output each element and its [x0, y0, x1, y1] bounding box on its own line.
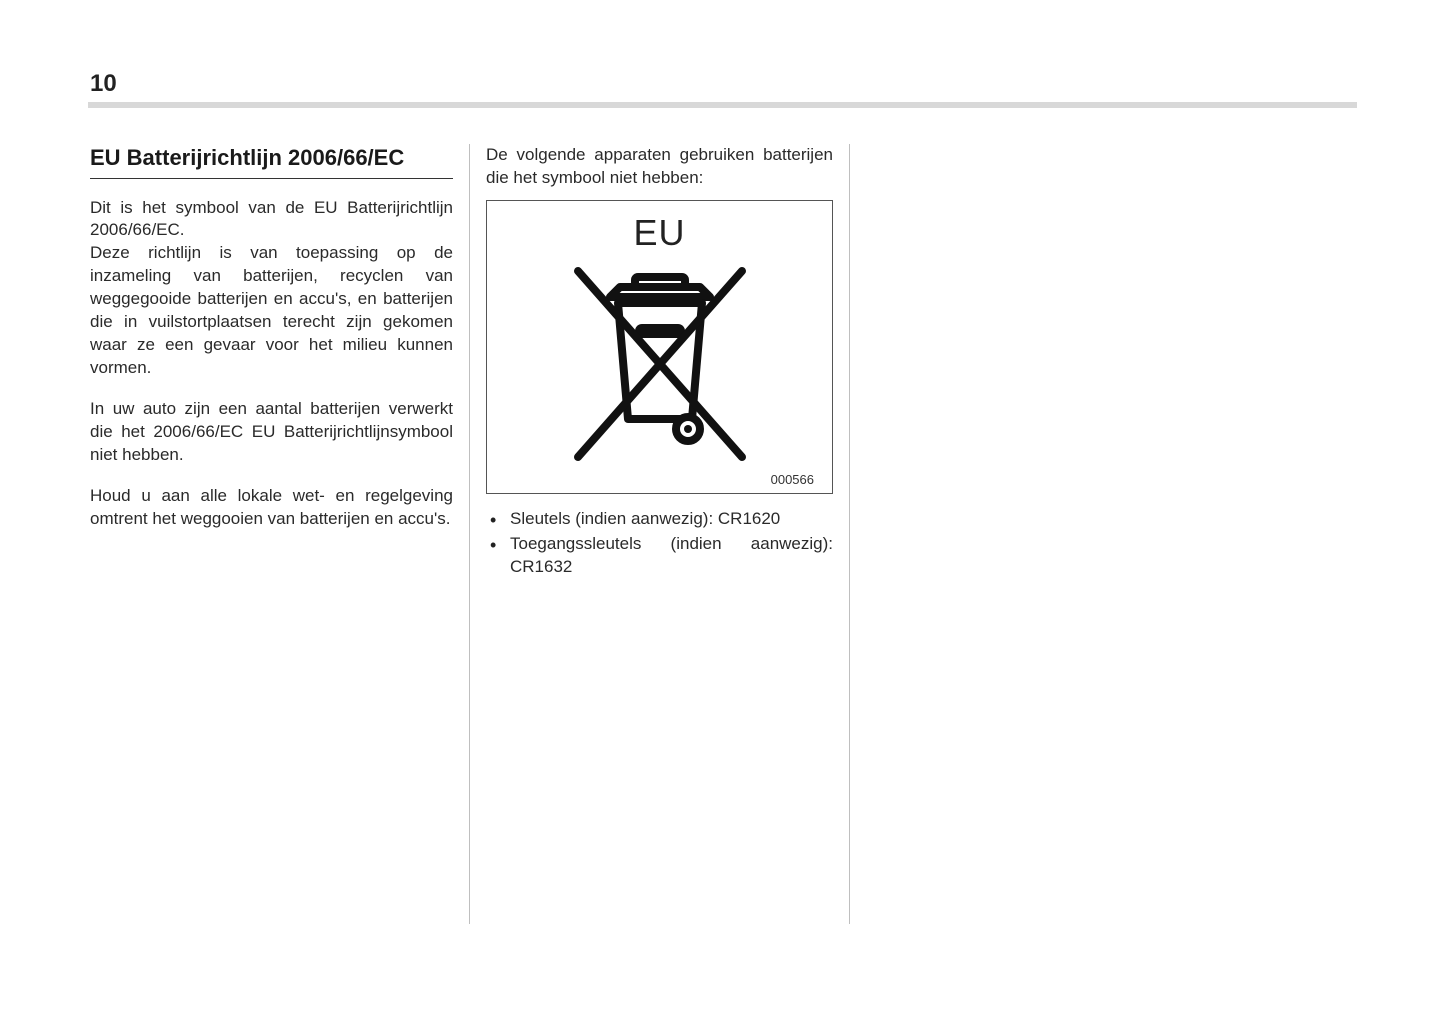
weee-bin-icon — [540, 259, 780, 469]
list-item: Sleutels (indien aanwezig): CR1620 — [486, 508, 833, 531]
column-1: EU Batterijrichtlijn 2006/66/EC Dit is h… — [90, 144, 470, 924]
figure-label-eu: EU — [495, 209, 824, 258]
paragraph: In uw auto zijn een aantal batterijen ve… — [90, 398, 453, 467]
paragraph: Houd u aan alle lokale wet- en regelgevi… — [90, 485, 453, 531]
page-number: 10 — [90, 70, 1355, 102]
figure-code: 000566 — [495, 469, 824, 489]
paragraph: De volgende apparaten gebruiken batterij… — [486, 144, 833, 190]
paragraph: Deze richtlijn is van toepassing op de i… — [90, 242, 453, 380]
column-2: De volgende apparaten gebruiken batterij… — [470, 144, 850, 924]
list-item: Toegangssleutels (indien aanwezig): CR16… — [486, 533, 833, 579]
column-3 — [850, 144, 1230, 924]
section-title: EU Batterijrichtlijn 2006/66/EC — [90, 144, 453, 179]
figure-weee-symbol: EU 000566 — [486, 200, 833, 494]
page-header: 10 — [0, 0, 1445, 108]
paragraph: Dit is het symbool van de EU Batterijric… — [90, 197, 453, 243]
bullet-list: Sleutels (indien aanwezig): CR1620 Toega… — [486, 508, 833, 579]
content-columns: EU Batterijrichtlijn 2006/66/EC Dit is h… — [0, 108, 1445, 924]
